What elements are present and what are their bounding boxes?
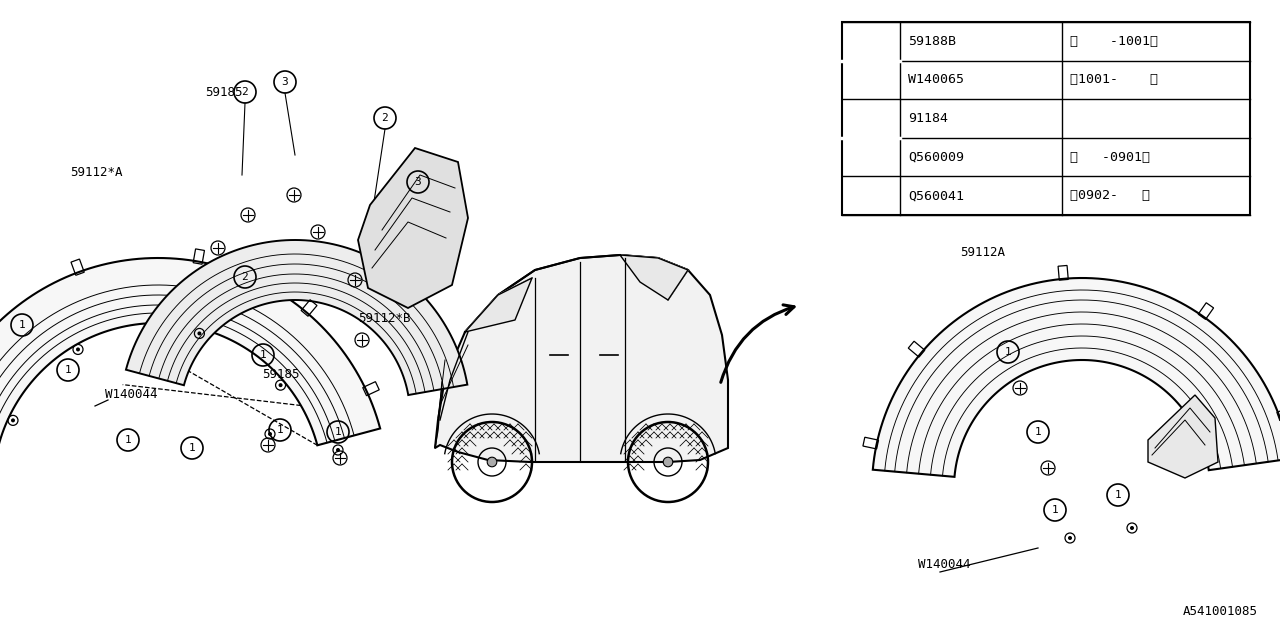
Text: Q560041: Q560041 (908, 189, 964, 202)
Text: 1: 1 (868, 54, 874, 67)
Text: 1: 1 (334, 427, 342, 437)
Text: 59112*B: 59112*B (358, 312, 411, 324)
FancyBboxPatch shape (842, 22, 1251, 215)
Text: 1: 1 (276, 425, 283, 435)
Polygon shape (465, 278, 532, 332)
Circle shape (12, 419, 15, 422)
Text: 1: 1 (1005, 347, 1011, 357)
Text: 91184: 91184 (908, 112, 948, 125)
Polygon shape (358, 148, 468, 308)
Text: 3: 3 (415, 177, 421, 187)
Text: W140044: W140044 (918, 559, 970, 572)
Text: A541001085: A541001085 (1183, 605, 1258, 618)
Circle shape (335, 448, 340, 452)
Polygon shape (873, 278, 1280, 477)
Circle shape (279, 383, 283, 387)
Text: 1: 1 (124, 435, 132, 445)
Text: 1: 1 (260, 350, 266, 360)
Text: 59112A: 59112A (960, 246, 1005, 259)
Circle shape (197, 332, 201, 335)
Text: 3: 3 (868, 170, 874, 183)
Text: 1: 1 (1052, 505, 1059, 515)
Text: 〈0902-   〉: 〈0902- 〉 (1070, 189, 1149, 202)
Text: 〈    -1001〉: 〈 -1001〉 (1070, 35, 1158, 48)
Text: 2: 2 (242, 272, 248, 282)
Text: 59188B: 59188B (908, 35, 956, 48)
Text: 1: 1 (1034, 427, 1042, 437)
Text: W140065: W140065 (908, 74, 964, 86)
Text: 〈   -0901〉: 〈 -0901〉 (1070, 150, 1149, 164)
Text: 2: 2 (381, 113, 388, 123)
Circle shape (76, 348, 81, 351)
Text: W140044: W140044 (105, 388, 157, 401)
Text: 2: 2 (868, 112, 874, 125)
Polygon shape (125, 240, 467, 395)
Text: 2: 2 (242, 87, 248, 97)
Text: 59185: 59185 (262, 369, 300, 381)
Text: 1: 1 (64, 365, 72, 375)
Circle shape (1068, 536, 1073, 540)
Circle shape (663, 457, 673, 467)
Text: 59185: 59185 (205, 86, 242, 99)
Text: 1: 1 (19, 320, 26, 330)
Text: 1: 1 (1115, 490, 1121, 500)
Polygon shape (0, 258, 380, 460)
Text: Q560009: Q560009 (908, 150, 964, 164)
Polygon shape (435, 255, 728, 462)
Circle shape (488, 457, 497, 467)
Text: 3: 3 (282, 77, 288, 87)
Polygon shape (1148, 395, 1219, 478)
Text: 1: 1 (188, 443, 196, 453)
Circle shape (268, 432, 273, 436)
Text: 59112*A: 59112*A (70, 166, 123, 179)
Text: 〈1001-    〉: 〈1001- 〉 (1070, 74, 1158, 86)
Polygon shape (620, 255, 689, 300)
Circle shape (1130, 526, 1134, 530)
